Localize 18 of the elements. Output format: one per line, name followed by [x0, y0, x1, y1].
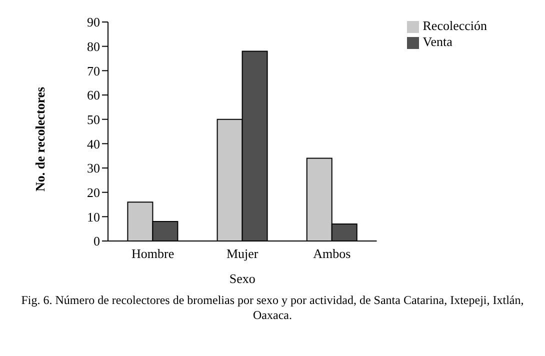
y-tick-label: 20: [87, 184, 100, 200]
y-tick-label: 10: [87, 209, 100, 224]
y-tick-label: 90: [87, 14, 100, 30]
x-tick-label: Ambos: [313, 246, 351, 262]
y-tick-label: 50: [87, 112, 100, 127]
y-tick-label: 80: [87, 38, 100, 54]
x-tick-label: Hombre: [131, 246, 174, 262]
y-axis-title: No. de recolectores: [32, 86, 48, 192]
legend-label: Recolección: [422, 18, 487, 33]
x-tick-label: Mujer: [226, 246, 259, 262]
legend-label: Venta: [422, 34, 452, 49]
caption: Fig. 6. Número de recolectores de bromelias por sexo y por actividad, de Santa Catarina, Ixtepeji, Ixtlán, Oaxaca.: [20, 293, 525, 323]
y-tick-label: 30: [87, 160, 100, 176]
x-axis-title: Sexo: [229, 271, 256, 286]
y-tick-label: 40: [87, 136, 100, 152]
y-tick-label: 0: [94, 234, 100, 249]
y-tick-label: 60: [87, 88, 100, 103]
y-tick-label: 70: [87, 63, 100, 78]
